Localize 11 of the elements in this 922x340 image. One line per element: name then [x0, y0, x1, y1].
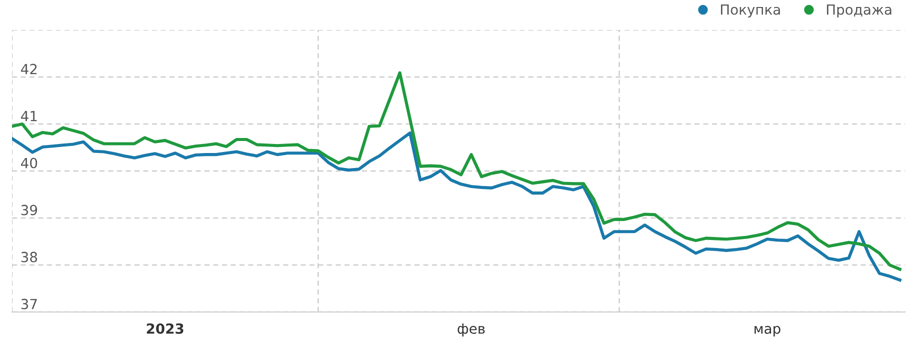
y-tick-label: 40 — [21, 158, 38, 168]
y-tick-label: 38 — [21, 252, 38, 262]
x-tick-label: мар — [754, 326, 780, 337]
y-tick-label: 42 — [21, 64, 37, 74]
y-tick-label: 41 — [21, 110, 37, 122]
x-tick-label: 2023 — [146, 323, 184, 334]
legend-label: Продажа — [826, 4, 892, 18]
y-tick-label: 37 — [21, 298, 37, 310]
legend-label: Покупка — [720, 4, 780, 18]
x-tick-label: фев — [458, 324, 485, 337]
y-tick-label: 39 — [21, 204, 38, 216]
